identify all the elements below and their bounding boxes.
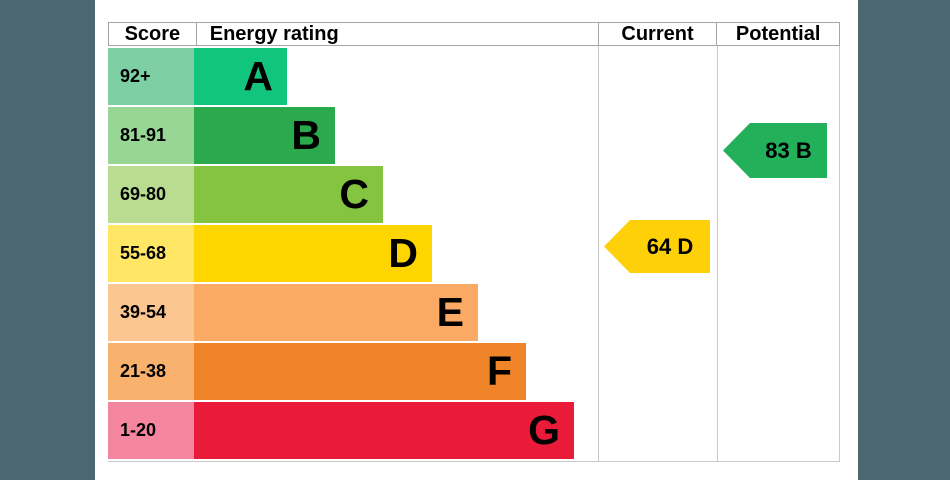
rating-row-a: 92+ A <box>108 48 840 107</box>
energy-rating-column-header: Energy rating <box>195 23 598 45</box>
score-cell: 69-80 <box>108 166 194 223</box>
rating-row-g: 1-20 G <box>108 402 840 461</box>
score-cell: 21-38 <box>108 343 194 400</box>
rating-bar: F <box>194 343 526 400</box>
score-cell: 1-20 <box>108 402 194 459</box>
rating-rows: 92+ A 81-91 B 69-80 C 55-68 D 39-54 E 21… <box>108 48 840 461</box>
score-cell: 92+ <box>108 48 194 105</box>
divider-energy-current <box>598 46 599 462</box>
rating-row-e: 39-54 E <box>108 284 840 343</box>
score-cell: 81-91 <box>108 107 194 164</box>
rating-bar: E <box>194 284 478 341</box>
current-rating-label: 64 D <box>646 233 694 259</box>
divider-current-potential <box>717 46 718 462</box>
rating-row-d: 55-68 D <box>108 225 840 284</box>
table-right-border <box>839 46 840 462</box>
score-cell: 55-68 <box>108 225 194 282</box>
potential-column-header: Potential <box>716 23 839 45</box>
rating-bar: A <box>194 48 287 105</box>
rating-bar: G <box>194 402 574 459</box>
current-rating-arrow: 64 D <box>604 220 710 273</box>
score-cell: 39-54 <box>108 284 194 341</box>
potential-rating-label: 83 B <box>765 137 812 163</box>
left-edge-background <box>0 0 95 480</box>
rating-bar: D <box>194 225 432 282</box>
potential-rating-arrow: 83 B <box>723 123 827 178</box>
score-column-header: Score <box>124 22 181 45</box>
rating-bar: C <box>194 166 383 223</box>
right-edge-background <box>858 0 950 480</box>
rating-row-f: 21-38 F <box>108 343 840 402</box>
table-bottom-border <box>108 461 840 462</box>
current-column-header: Current <box>597 23 717 45</box>
rating-row-c: 69-80 C <box>108 166 840 225</box>
table-header-row: Score Energy rating Current Potential <box>108 22 840 46</box>
rating-row-b: 81-91 B <box>108 107 840 166</box>
rating-bar: B <box>194 107 335 164</box>
